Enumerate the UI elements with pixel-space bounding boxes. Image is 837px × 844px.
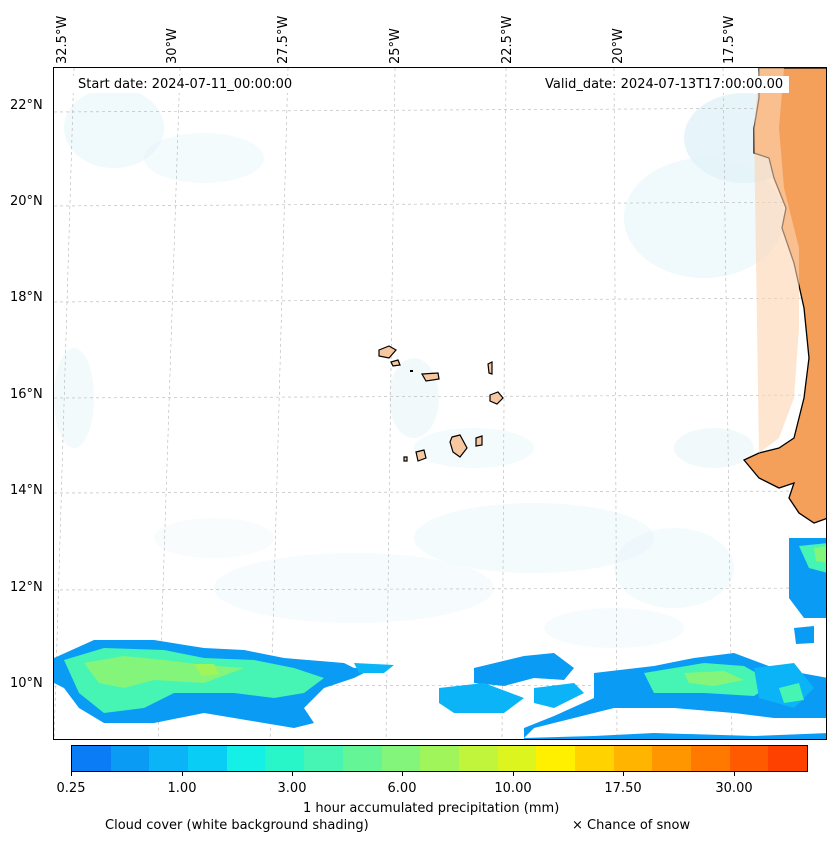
lon-label-25w: 25°W (388, 28, 403, 64)
lat-label-10n: 10°N (10, 676, 43, 691)
lat-label-14n: 14°N (10, 483, 43, 498)
lon-label-32-5w: 32.5°W (55, 15, 70, 64)
colorbar-tick-label: 30.00 (715, 781, 753, 796)
colorbar-segment (72, 746, 111, 771)
colorbar-tick-label: 17.50 (604, 781, 642, 796)
lat-label-20n: 20°N (10, 194, 43, 209)
colorbar-segment (304, 746, 343, 771)
colorbar-segment (574, 746, 614, 771)
colorbar-tick (734, 772, 735, 776)
coastal-haze (754, 68, 799, 453)
small-islets (410, 370, 413, 372)
colorbar-segment (420, 746, 459, 771)
colorbar-tick (623, 772, 624, 776)
lat-label-16n: 16°N (10, 387, 43, 402)
colorbar-segment (458, 746, 498, 771)
colorbar-tick (513, 772, 514, 776)
colorbar-tick-label: 3.00 (277, 781, 307, 796)
lon-label-22-5w: 22.5°W (500, 15, 515, 64)
lon-label-20w: 20°W (611, 28, 626, 64)
lat-label-22n: 22°N (10, 98, 43, 113)
colorbar-tick-label: 0.25 (56, 781, 86, 796)
start-date-label: Start date: 2024-07-11_00:00:00 (72, 76, 299, 93)
cape-verde-islands (378, 345, 504, 462)
map-canvas (54, 68, 826, 739)
precipitation-colorbar (71, 745, 808, 772)
lon-label-27-5w: 27.5°W (276, 15, 291, 64)
colorbar-segment (691, 746, 730, 771)
lon-label-30w: 30°W (165, 28, 180, 64)
colorbar-tick (402, 772, 403, 776)
precipitation-shading (54, 538, 826, 739)
colorbar-segment (149, 746, 189, 771)
colorbar-segment (188, 746, 227, 771)
lon-label-17-5w: 17.5°W (722, 15, 737, 64)
colorbar-segment (342, 746, 382, 771)
colorbar-tick (292, 772, 293, 776)
colorbar-segment (265, 746, 305, 771)
colorbar-segment (613, 746, 653, 771)
colorbar-label: 1 hour accumulated precipitation (mm) (303, 801, 560, 816)
lat-label-18n: 18°N (10, 290, 43, 305)
cloud-cover-shading (54, 88, 804, 648)
colorbar-segment (536, 746, 575, 771)
graticule (54, 68, 826, 739)
colorbar-segment (768, 746, 808, 771)
colorbar-segment (729, 746, 769, 771)
cloud-cover-legend: Cloud cover (white background shading) (105, 818, 369, 833)
colorbar-segment (226, 746, 266, 771)
valid-date-label: Valid_date: 2024-07-13T17:00:00.00 (539, 76, 790, 93)
colorbar-segment (381, 746, 421, 771)
colorbar-tick (182, 772, 183, 776)
colorbar-tick-label: 1.00 (167, 781, 197, 796)
map-panel[interactable] (53, 67, 827, 740)
colorbar-tick-label: 10.00 (494, 781, 532, 796)
colorbar-tick-label: 6.00 (387, 781, 417, 796)
colorbar-segment (652, 746, 691, 771)
snow-legend: × Chance of snow (572, 818, 691, 833)
colorbar-segment (110, 746, 150, 771)
colorbar-segment (497, 746, 537, 771)
colorbar-tick (71, 772, 72, 776)
lat-label-12n: 12°N (10, 580, 43, 595)
